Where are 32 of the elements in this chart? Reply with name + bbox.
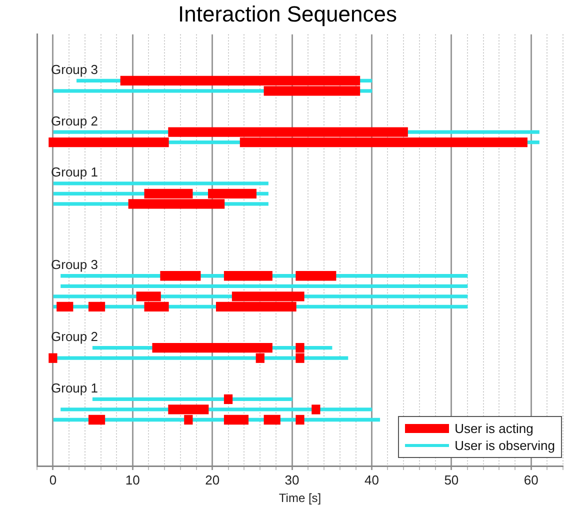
- y-tick-label: Group 2: [51, 113, 98, 128]
- bar: [48, 353, 58, 363]
- y-tick-label: Group 1: [51, 164, 98, 180]
- x-tick-label: 20: [205, 472, 220, 488]
- bar: [224, 271, 272, 281]
- x-tick-label: 50: [444, 472, 459, 488]
- y-tick-label: Group 1: [51, 380, 98, 396]
- bar: [224, 414, 249, 425]
- legend-label: User is acting: [454, 421, 534, 436]
- bar: [53, 182, 268, 186]
- y-tick-label: Group 3: [51, 62, 98, 77]
- x-tick-label: 10: [125, 472, 140, 488]
- chart-title: Interaction Sequences: [178, 1, 397, 26]
- bar: [296, 271, 336, 281]
- x-tick-label: 60: [524, 472, 538, 488]
- x-tick-label: 0: [49, 472, 57, 488]
- bar: [296, 414, 304, 425]
- legend-label: User is observing: [454, 438, 555, 453]
- bar: [224, 394, 233, 404]
- x-tick-label: 30: [284, 472, 300, 488]
- bar: [88, 414, 106, 425]
- bar: [60, 284, 468, 288]
- bar: [312, 404, 320, 414]
- bar: [160, 271, 201, 281]
- y-tick-label: Group 3: [51, 257, 98, 272]
- bar: [92, 397, 292, 402]
- x-tick-label: 40: [364, 472, 379, 488]
- bar: [56, 302, 74, 312]
- y-tick-label: Group 2: [51, 329, 98, 344]
- x-axis-title: Time [s]: [278, 491, 322, 506]
- bar: [88, 302, 106, 312]
- bar: [264, 414, 280, 425]
